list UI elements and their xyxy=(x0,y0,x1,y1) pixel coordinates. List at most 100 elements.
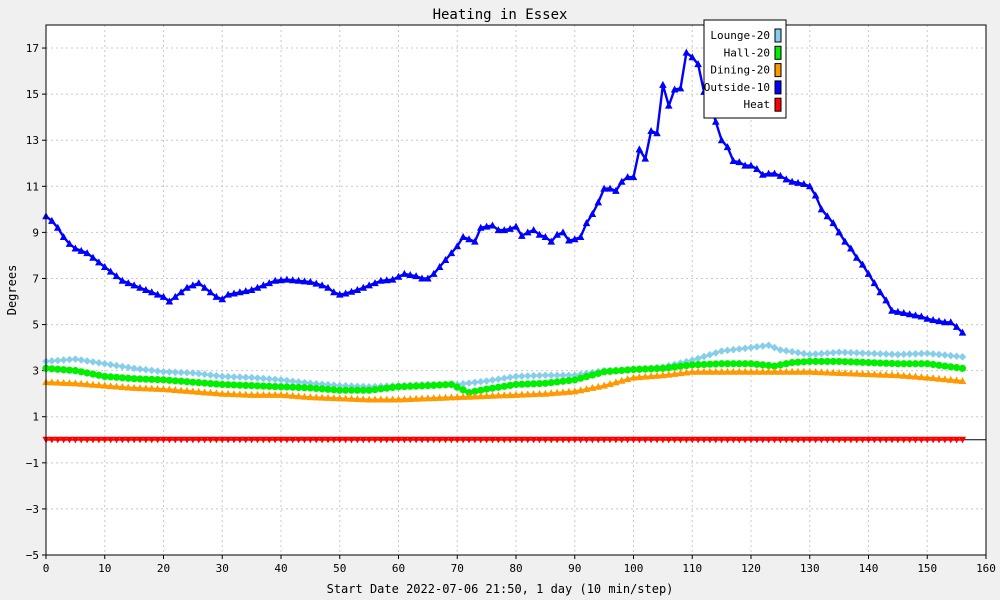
data-point xyxy=(864,349,873,358)
data-point xyxy=(653,436,661,444)
data-point xyxy=(718,436,726,444)
data-point xyxy=(265,375,274,383)
data-point xyxy=(382,276,391,284)
data-point xyxy=(112,272,121,280)
data-point xyxy=(900,436,908,444)
data-point xyxy=(906,360,914,368)
data-point xyxy=(535,230,544,238)
data-point xyxy=(130,436,138,444)
data-point xyxy=(259,382,267,390)
data-point xyxy=(770,367,779,375)
data-point xyxy=(765,436,773,444)
data-point xyxy=(553,378,561,386)
data-point xyxy=(89,380,97,388)
data-point xyxy=(899,309,908,317)
data-point xyxy=(400,436,408,444)
data-point xyxy=(870,436,878,444)
data-point xyxy=(159,368,168,376)
data-point xyxy=(459,386,467,394)
data-point xyxy=(606,367,614,375)
data-point xyxy=(712,436,720,444)
data-point xyxy=(688,361,696,369)
data-point xyxy=(506,373,514,382)
data-point xyxy=(306,277,315,285)
data-point xyxy=(664,101,673,109)
data-point xyxy=(206,288,215,296)
data-point xyxy=(294,378,303,386)
data-point xyxy=(71,436,79,444)
data-point xyxy=(189,387,197,395)
data-point xyxy=(776,346,785,354)
data-point xyxy=(835,436,843,444)
data-point xyxy=(953,436,961,444)
x-tick-label: 110 xyxy=(682,562,702,575)
data-point xyxy=(353,436,361,444)
data-point xyxy=(218,389,227,397)
data-point xyxy=(823,212,832,220)
data-point xyxy=(183,386,191,394)
data-point xyxy=(958,377,967,385)
data-point xyxy=(841,358,849,366)
data-point xyxy=(283,383,291,391)
data-point xyxy=(547,371,556,380)
y-tick-label: 11 xyxy=(26,180,39,193)
data-point xyxy=(958,353,967,361)
data-point xyxy=(741,367,749,375)
data-point xyxy=(876,359,884,367)
data-point xyxy=(265,382,273,390)
data-point xyxy=(383,384,391,392)
data-point xyxy=(342,436,350,444)
data-point xyxy=(459,392,467,400)
data-point xyxy=(776,361,784,369)
data-point xyxy=(100,381,109,389)
data-point xyxy=(694,361,702,369)
data-point xyxy=(500,374,509,383)
data-point xyxy=(394,436,403,444)
data-point xyxy=(788,367,796,375)
data-point xyxy=(764,341,773,350)
data-point xyxy=(712,360,720,368)
data-point xyxy=(829,436,837,444)
data-point xyxy=(905,350,914,358)
data-point xyxy=(83,369,91,377)
data-point xyxy=(195,436,203,444)
x-tick-label: 80 xyxy=(509,562,522,575)
data-point xyxy=(471,378,479,387)
data-point xyxy=(823,436,831,444)
data-point xyxy=(758,367,767,375)
data-point xyxy=(183,283,191,291)
data-point xyxy=(159,436,168,444)
data-point xyxy=(206,371,215,379)
series-dining-20 xyxy=(42,367,967,403)
data-point xyxy=(271,436,279,444)
data-point xyxy=(418,436,426,444)
data-point xyxy=(735,158,744,166)
data-point xyxy=(101,436,109,444)
x-tick-label: 0 xyxy=(43,562,50,575)
data-point xyxy=(295,436,303,444)
data-point xyxy=(800,349,808,358)
data-point xyxy=(300,378,309,387)
data-point xyxy=(100,359,109,368)
data-point xyxy=(230,381,238,389)
data-point xyxy=(259,374,268,383)
data-point xyxy=(535,379,544,388)
data-point xyxy=(194,279,203,287)
data-point xyxy=(700,360,708,369)
data-point xyxy=(500,391,509,399)
data-point xyxy=(330,394,338,402)
data-point xyxy=(48,378,56,386)
data-point xyxy=(553,388,561,396)
data-point xyxy=(482,222,491,230)
data-point xyxy=(347,287,356,295)
data-point xyxy=(365,436,373,444)
data-point xyxy=(894,371,902,379)
data-point xyxy=(500,436,508,444)
data-point xyxy=(600,368,608,376)
data-point xyxy=(647,127,655,134)
data-point xyxy=(242,436,250,444)
data-point xyxy=(823,368,832,376)
data-point xyxy=(465,436,473,444)
data-point xyxy=(629,365,638,374)
data-point xyxy=(947,363,955,371)
